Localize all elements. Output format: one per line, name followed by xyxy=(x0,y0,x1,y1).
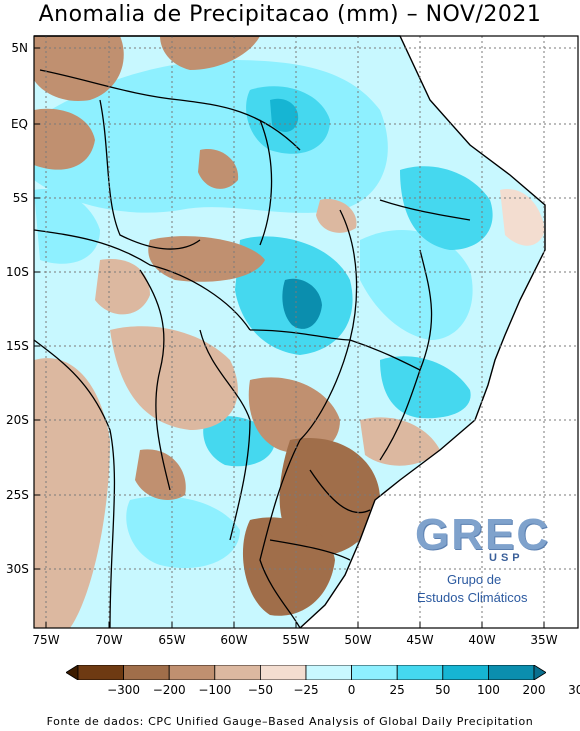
lon-label-50w: 50W xyxy=(344,633,372,647)
legend-swatch xyxy=(123,665,170,680)
data-source-note: Fonte de dados: CPC Unified Gauge–Based … xyxy=(46,715,534,728)
legend-swatch xyxy=(305,665,352,680)
legend-tick-label: 25 xyxy=(389,683,405,697)
lat-label-20s: 20S xyxy=(6,413,29,427)
lat-label-5s: 5S xyxy=(12,191,28,205)
coastline xyxy=(34,35,546,629)
color-legend-bar xyxy=(66,665,546,680)
lon-label-40w: 40W xyxy=(468,633,496,647)
lat-label-30s: 30S xyxy=(6,562,29,576)
lat-label-5n: 5N xyxy=(11,41,28,55)
logo-line-1: Grupo de xyxy=(447,572,502,587)
legend-tick-label: −25 xyxy=(293,683,319,697)
legend-tick-label: −300 xyxy=(107,683,141,697)
legend-swatch xyxy=(396,665,444,680)
lon-label-65w: 65W xyxy=(158,633,186,647)
legend-swatch xyxy=(487,665,535,680)
lon-label-70w: 70W xyxy=(95,633,123,647)
legend-tick-label: −200 xyxy=(152,683,186,697)
map-frame xyxy=(33,35,579,629)
legend-tick-label: −100 xyxy=(198,683,232,697)
lat-lon-grid xyxy=(34,36,578,628)
legend-swatch xyxy=(351,665,398,680)
legend-swatch xyxy=(168,665,216,680)
lon-label-60w: 60W xyxy=(220,633,248,647)
legend-swatch xyxy=(533,665,546,680)
lon-label-75w: 75W xyxy=(32,633,60,647)
axis-ticks xyxy=(34,47,545,628)
lat-label-eq: EQ xyxy=(10,117,28,131)
legend-swatch xyxy=(442,665,489,680)
grec-usp-logo: GREC USP Grupo de Estudos Climáticos xyxy=(415,510,555,610)
legend-swatch xyxy=(77,665,124,680)
lon-label-35w: 35W xyxy=(530,633,558,647)
logo-sub-text: USP xyxy=(489,552,524,564)
lon-label-45w: 45W xyxy=(406,633,434,647)
legend-swatch xyxy=(66,665,79,680)
legend-tick-label: −50 xyxy=(247,683,274,697)
lat-label-25s: 25S xyxy=(6,488,29,502)
legend-tick-label: 100 xyxy=(476,683,500,697)
lon-label-55w: 55W xyxy=(282,633,310,647)
logo-line-2: Estudos Climáticos xyxy=(417,590,528,605)
lat-label-15s: 15S xyxy=(6,339,29,353)
legend-tick-label: 200 xyxy=(522,683,546,697)
legend-tick-label: 0 xyxy=(347,683,356,697)
legend-tick-label: 50 xyxy=(435,683,451,697)
legend-swatch xyxy=(259,665,307,680)
lat-label-10s: 10S xyxy=(6,265,29,279)
legend-swatch xyxy=(214,665,261,680)
logo-main-text: GREC xyxy=(415,510,551,559)
map-title: Anomalia de Precipitacao (mm) – NOV/2021 xyxy=(38,2,542,27)
legend-tick-label: 300 xyxy=(568,683,580,697)
